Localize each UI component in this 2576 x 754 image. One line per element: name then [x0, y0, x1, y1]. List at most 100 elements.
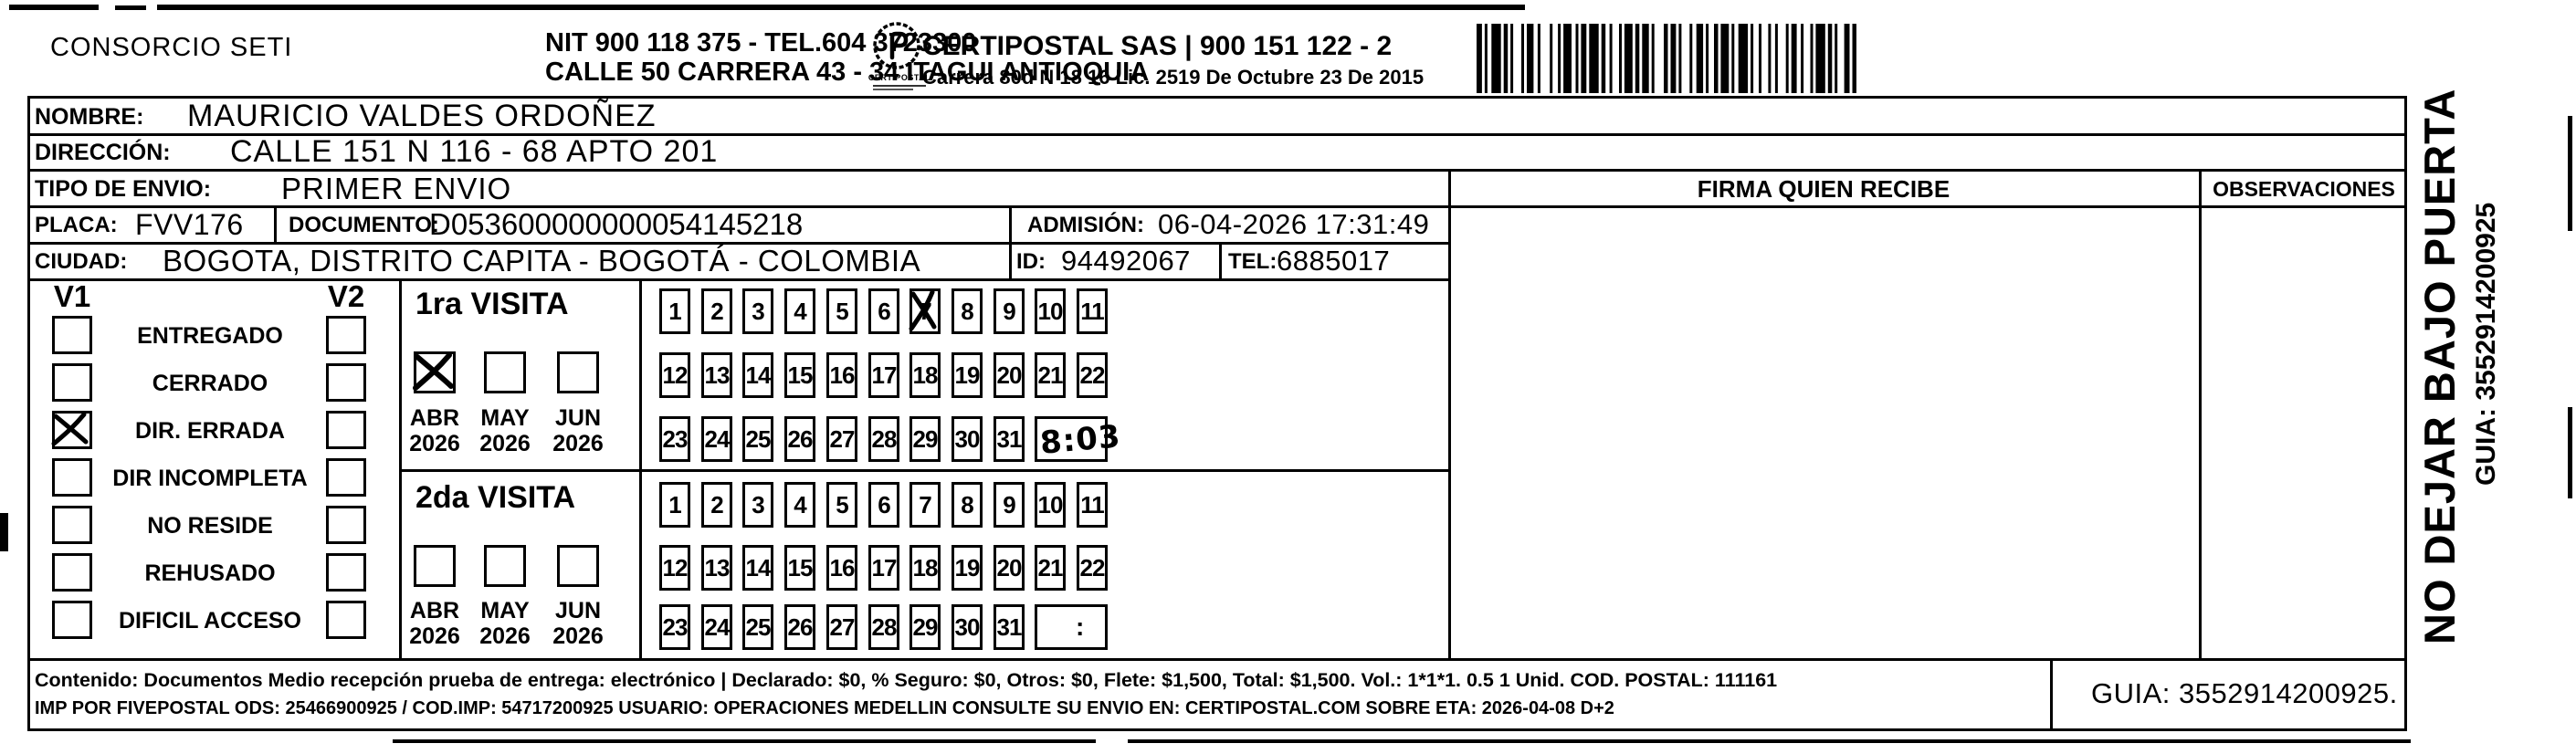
- footer-content-line: Contenido: Documentos Medio recepción pr…: [35, 669, 1778, 691]
- status-option-label-no-reside: NO RESIDE: [147, 513, 273, 539]
- visit-1-month-year: 2026: [479, 431, 531, 456]
- v2-checkbox-dir-errada: [326, 411, 366, 449]
- grid-line: [27, 133, 2407, 136]
- visit-1-day-22: 22: [1077, 352, 1108, 398]
- visit-1-day-28: 28: [868, 416, 899, 462]
- v1-checkbox-no-reside: [52, 506, 92, 544]
- visit-2-month-year: 2026: [552, 623, 604, 649]
- v1-checkbox-dir-incompleta: [52, 458, 92, 497]
- visit-1-day-27: 27: [826, 416, 857, 462]
- visit-1-day-10: 10: [1035, 288, 1066, 334]
- scan-artifact: [2568, 407, 2572, 498]
- visit-1-month-year: 2026: [409, 431, 460, 456]
- scan-line: [393, 739, 1096, 743]
- grid-line: [27, 242, 1450, 245]
- v2-checkbox-dir-incompleta: [326, 458, 366, 497]
- grid-line: [2199, 169, 2202, 661]
- logo-subline: [873, 89, 913, 90]
- handwritten-x-mark: [51, 412, 89, 446]
- grid-line: [399, 278, 402, 661]
- status-option-label-entregado: ENTREGADO: [137, 323, 283, 349]
- direccion-value: CALLE 151 N 116 - 68 APTO 201: [230, 134, 719, 169]
- status-option-label-dir-errada: DIR. ERRADA: [135, 418, 285, 444]
- firma-column-header: FIRMA QUIEN RECIBE: [1697, 175, 1950, 203]
- status-option-label-dificil-acceso: DIFICIL ACCESO: [118, 608, 301, 634]
- v2-checkbox-no-reside: [326, 506, 366, 544]
- tipo-envio-value: PRIMER ENVIO: [281, 172, 512, 205]
- status-option-label-rehusado: REHUSADO: [144, 560, 276, 586]
- visit-1-day-25: 25: [742, 416, 773, 462]
- visit-1-month-abr-checkbox: [413, 351, 456, 393]
- visit-2-time-box: :: [1035, 604, 1108, 650]
- visit-1-day-26: 26: [784, 416, 815, 462]
- logo-caption: CERTIPOSTAL: [867, 73, 931, 82]
- direccion-label: DIRECCIÓN:: [35, 140, 171, 165]
- visit-2-month-year: 2026: [409, 623, 460, 649]
- grid-line: [27, 278, 1450, 281]
- visit-2-month-year: 2026: [479, 623, 531, 649]
- visit-2-month-jun-checkbox: [557, 545, 599, 587]
- visit-2-title: 2da VISITA: [415, 480, 576, 515]
- logo-seal-icon: [873, 22, 920, 69]
- visit-2-day-28: 28: [868, 604, 899, 650]
- visit-2-day-24: 24: [701, 604, 732, 650]
- visit-1-day-9: 9: [994, 288, 1025, 334]
- v1-checkbox-rehusado: [52, 553, 92, 592]
- side-warning-text: NO DEJAR BAJO PUERTA: [2415, 88, 2464, 644]
- documento-value: D053600000000054145218: [429, 207, 804, 241]
- v1-header: V1: [53, 279, 91, 313]
- visit-2-month-abr-checkbox: [414, 545, 456, 587]
- visit-1-day-23: 23: [659, 416, 690, 462]
- grid-line: [639, 278, 642, 661]
- scan-line: [9, 5, 99, 10]
- visit-1-month-year: 2026: [552, 431, 604, 456]
- visit-1-day-14: 14: [742, 352, 773, 398]
- visit-1-month-label: ABR: [409, 405, 460, 431]
- v2-checkbox-dificil-acceso: [326, 601, 366, 639]
- status-option-label-cerrado: CERRADO: [152, 371, 268, 396]
- visit-2-day-14: 14: [742, 545, 773, 591]
- visit-2-day-16: 16: [826, 545, 857, 591]
- visit-2-day-11: 11: [1077, 482, 1108, 528]
- grid-line: [1219, 242, 1222, 281]
- visit-2-day-19: 19: [952, 545, 983, 591]
- visit-1-day-11: 11: [1077, 288, 1108, 334]
- grid-line: [1009, 205, 1012, 281]
- visit-1-day-24: 24: [701, 416, 732, 462]
- visit-1-month-jun-checkbox: [557, 351, 599, 393]
- visit-1-day-2: 2: [701, 288, 732, 334]
- side-guia-text: GUIA: 3552914200925: [2471, 202, 2501, 486]
- visit-1-day-5: 5: [826, 288, 857, 334]
- visit-2-day-2: 2: [701, 482, 732, 528]
- visit-1-day-4: 4: [784, 288, 815, 334]
- visit-2-day-9: 9: [994, 482, 1025, 528]
- v2-header: V2: [327, 279, 365, 313]
- visit-1-month-label: MAY: [480, 405, 530, 431]
- scan-line: [1128, 739, 2411, 743]
- visit-2-day-15: 15: [784, 545, 815, 591]
- handwritten-x-mark: [909, 289, 937, 331]
- visit-1-day-17: 17: [868, 352, 899, 398]
- sender-address-line: CALLE 50 CARRERA 43 - 34 ITAGUI ANTIOQUI…: [545, 58, 1150, 87]
- visit-2-day-22: 22: [1077, 545, 1108, 591]
- status-option-label-dir-incompleta: DIR INCOMPLETA: [112, 466, 308, 491]
- visit-2-day-29: 29: [909, 604, 941, 650]
- v2-checkbox-entregado: [326, 316, 366, 354]
- form-outline: [27, 96, 2407, 731]
- visit-1-day-31: 31: [994, 416, 1025, 462]
- visit-2-day-7: 7: [909, 482, 941, 528]
- visit-2-day-31: 31: [994, 604, 1025, 650]
- barcode: [1477, 24, 1856, 93]
- id-value: 94492067: [1061, 245, 1191, 277]
- v2-checkbox-rehusado: [326, 553, 366, 592]
- grid-line: [27, 205, 2407, 208]
- visit-2-month-label: MAY: [480, 598, 530, 623]
- visit-1-month-may-checkbox: [484, 351, 526, 393]
- visit-1-day-21: 21: [1035, 352, 1066, 398]
- visit-1-day-7: 7: [909, 288, 941, 334]
- visit-2-day-6: 6: [868, 482, 899, 528]
- grid-line: [1448, 169, 1451, 661]
- visit-2-day-23: 23: [659, 604, 690, 650]
- visit-1-day-30: 30: [952, 416, 983, 462]
- visit-2-month-label: ABR: [409, 598, 460, 623]
